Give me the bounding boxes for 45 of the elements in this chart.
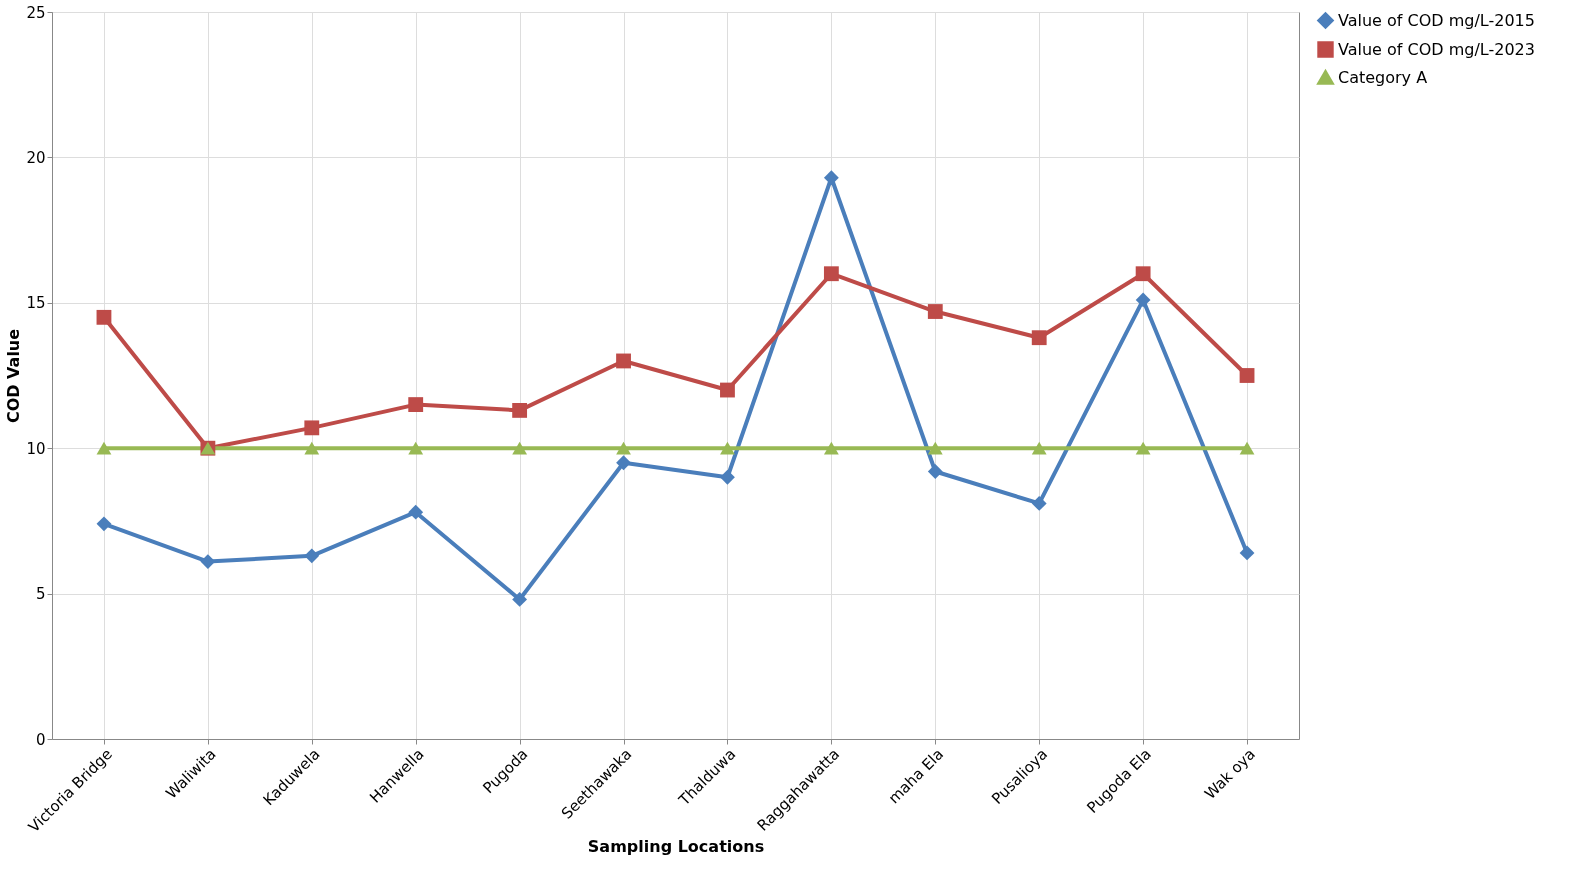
y-tick-label: 5 (35, 585, 46, 604)
point (200, 554, 216, 570)
point (1135, 292, 1151, 308)
point (1239, 545, 1255, 561)
point (927, 441, 943, 455)
point (823, 266, 839, 282)
y-axis-title: COD Value (4, 328, 24, 424)
y-tick-label: 15 (26, 294, 46, 313)
point (512, 592, 528, 607)
y-tick-label: 0 (35, 730, 46, 749)
point (96, 309, 112, 325)
point (616, 441, 631, 455)
point (408, 504, 424, 520)
y-tick-label: 25 (26, 3, 46, 22)
point (927, 464, 943, 479)
point (616, 455, 631, 471)
point (512, 402, 528, 418)
legend-label: Category A (1338, 67, 1428, 87)
point (1239, 368, 1255, 383)
point (1031, 496, 1047, 511)
point (616, 353, 631, 369)
x-axis-title: Sampling Locations (587, 837, 765, 857)
point (927, 304, 943, 319)
point (823, 441, 839, 455)
point (1135, 266, 1151, 282)
point (304, 441, 320, 455)
point (823, 170, 839, 186)
point (1135, 441, 1151, 455)
legend-label: Value of COD mg/L-2015 (1338, 10, 1535, 30)
y-tick-label: 20 (26, 148, 46, 167)
point (720, 469, 735, 485)
point (1239, 441, 1255, 455)
point (512, 441, 528, 455)
point (720, 441, 735, 455)
point (304, 420, 320, 436)
point (408, 397, 424, 412)
point (96, 516, 112, 532)
legend-label: Value of COD mg/L-2023 (1338, 39, 1535, 59)
point (304, 548, 320, 564)
point (1031, 441, 1047, 455)
y-tick-label: 10 (26, 439, 46, 458)
point (96, 441, 112, 455)
point (408, 441, 424, 455)
point (720, 382, 735, 398)
point (1031, 330, 1047, 346)
